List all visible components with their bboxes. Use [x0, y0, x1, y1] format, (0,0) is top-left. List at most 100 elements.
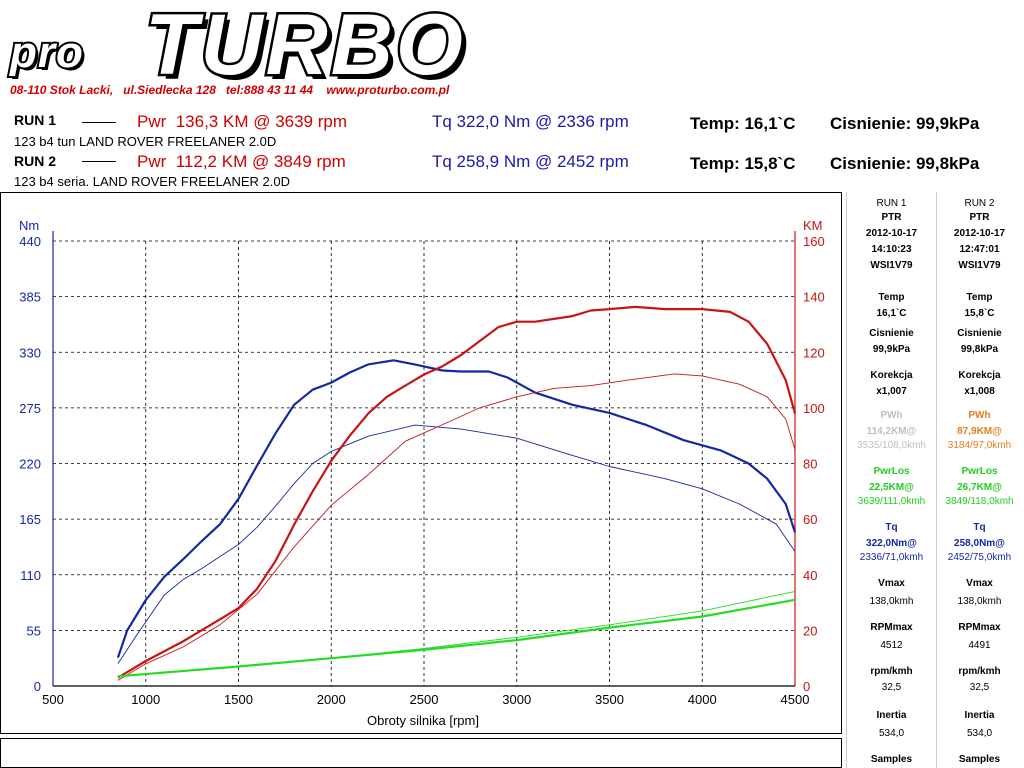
run1-inertia-value: 534,0: [878, 728, 905, 739]
dyno-chart-frame: 500 1000 1500 2000 2500 3000 3500 4000 4500 0 55 11…: [0, 192, 842, 734]
left-tick-label: 330: [19, 345, 41, 360]
run1-pwh-value: 114,2KM@: [866, 426, 917, 437]
left-tick-label: 440: [19, 234, 41, 249]
right-tick-label: 160: [803, 234, 825, 249]
company-address: 08-110 Stok Lacki, ul.Siedlecka 128 tel:…: [10, 83, 450, 97]
run-details-panel: RUN 1 PTR 2012-10-17 14:10:23 WSI1V79 Te…: [846, 192, 1024, 768]
right-tick-label: 140: [803, 290, 825, 305]
series-line-2: [117, 305, 797, 679]
run1-details: RUN 1 PTR 2012-10-17 14:10:23 WSI1V79 Te…: [846, 192, 937, 768]
series-line-5: [117, 590, 796, 677]
run1-torque-summary: Tq 322,0 Nm @ 2336 rpm: [432, 112, 629, 131]
series-line-3: [117, 373, 796, 681]
run2-code: WSI1V79: [958, 260, 1001, 271]
run2-details: RUN 2 PTR 2012-10-17 12:47:01 WSI1V79 Te…: [935, 192, 1024, 768]
left-axis-title: Nm: [19, 218, 39, 233]
run2-corr-value: x1,008: [964, 386, 995, 397]
run1-pressure: Cisnienie: 99,9kPa: [830, 114, 980, 133]
run1-corr-value: x1,007: [876, 386, 907, 397]
run1-corr-label: Korekcja: [870, 370, 913, 381]
run2-inertia-label: Inertia: [964, 710, 995, 721]
run2-pwh-sub: 3184/97,0kmh: [947, 440, 1012, 451]
run2-pwrlos-label: PwrLos: [961, 466, 998, 477]
run2-rpmmax-value: 4491: [968, 640, 991, 651]
run2-pwrlos-value: 26,7KM@: [957, 482, 1002, 493]
run2-press-value: 99,8kPa: [960, 344, 999, 355]
run2-legend-line: [82, 161, 116, 162]
series-line-4: [117, 598, 796, 678]
run2-pressure: Cisnienie: 99,8kPa: [830, 154, 980, 173]
run2-inertia-value: 534,0: [966, 728, 993, 739]
run1-date: 2012-10-17: [865, 228, 918, 239]
right-tick-label: 100: [803, 401, 825, 416]
run1-tq-label: Tq: [885, 522, 898, 533]
run2-mode: PTR: [969, 212, 990, 223]
logo-pro: pro: [8, 26, 85, 79]
run1-code: WSI1V79: [870, 260, 913, 271]
run1-pwh-label: PWh: [880, 410, 903, 421]
right-tick-label: 40: [803, 568, 817, 583]
run1-pwrlos-sub: 3639/111,0kmh: [857, 496, 926, 507]
run2-corr-label: Korekcja: [958, 370, 1001, 381]
x-tick-label: 4000: [688, 692, 717, 707]
run2-press-label: Cisnienie: [957, 328, 1002, 339]
left-tick-label: 385: [19, 290, 41, 305]
right-tick-label: 20: [803, 623, 817, 638]
run1-vmax-value: 138,0kmh: [869, 596, 914, 607]
run1-power-summary: Pwr 136,3 KM @ 3639 rpm: [137, 112, 348, 131]
run1-rpmkmh-label: rpm/kmh: [870, 666, 913, 677]
run2-rpmkmh-value: 32,5: [969, 682, 990, 693]
run1-press-label: Cisnienie: [869, 328, 914, 339]
right-tick-label: 60: [803, 512, 817, 527]
run2-description: 123 b4 seria. LAND ROVER FREELANER 2.0D: [14, 174, 290, 189]
x-tick-label: 1000: [131, 692, 160, 707]
left-tick-label: 0: [34, 679, 41, 694]
notes-box: [0, 738, 842, 768]
run1-title: RUN 1: [876, 198, 907, 209]
logo-turbo: TURBO: [143, 0, 466, 96]
run2-pwh-value: 87,9KM@: [957, 426, 1002, 437]
series-line-1: [117, 424, 796, 665]
run2-time: 12:47:01: [959, 244, 1000, 255]
run1-tq-value: 322,0Nm@: [866, 538, 917, 549]
left-tick-label: 165: [19, 512, 41, 527]
x-tick-label: 1500: [224, 692, 253, 707]
run1-mode: PTR: [881, 212, 902, 223]
run2-pwh-label: PWh: [968, 410, 991, 421]
run1-pwrlos-label: PwrLos: [873, 466, 910, 477]
left-tick-label: 55: [27, 623, 41, 638]
x-tick-label: 3000: [502, 692, 531, 707]
left-tick-label: 220: [19, 457, 41, 472]
x-axis-title: Obroty silnika [rpm]: [367, 713, 479, 728]
run2-temp-label: Temp: [966, 292, 993, 303]
run1-samples-label: Samples: [870, 754, 913, 765]
run1-tq-sub: 2336/71,0kmh: [859, 552, 924, 563]
run2-tq-label: Tq: [973, 522, 986, 533]
run1-pwrlos-value: 22,5KM@: [869, 482, 914, 493]
run1-legend-line: [82, 122, 116, 123]
run2-tq-value: 258,0Nm@: [954, 538, 1005, 549]
left-tick-label: 275: [19, 401, 41, 416]
run1-rpmmax-label: RPMmax: [870, 622, 913, 633]
run2-rpmmax-label: RPMmax: [958, 622, 1001, 633]
x-tick-label: 3500: [595, 692, 624, 707]
left-tick-label: 110: [20, 568, 41, 583]
run2-power-summary: Pwr 112,2 KM @ 3849 rpm: [137, 152, 346, 171]
run1-rpmmax-value: 4512: [880, 640, 903, 651]
x-tick-label: 2000: [317, 692, 346, 707]
right-tick-label: 120: [803, 345, 825, 360]
run2-title: RUN 2: [964, 198, 995, 209]
run2-torque-summary: Tq 258,9 Nm @ 2452 rpm: [432, 152, 629, 171]
run1-temp: Temp: 16,1`C: [690, 114, 796, 133]
right-tick-label: 80: [803, 457, 817, 472]
run2-vmax-value: 138,0kmh: [957, 596, 1002, 607]
run2-tq-sub: 2452/75,0kmh: [947, 552, 1012, 563]
x-tick-label: 2500: [410, 692, 439, 707]
dyno-chart: 500 1000 1500 2000 2500 3000 3500 4000 450005511…: [19, 218, 825, 728]
run2-temp: Temp: 15,8`C: [690, 154, 796, 173]
run1-rpmkmh-value: 32,5: [881, 682, 902, 693]
run2-label: RUN 2: [14, 153, 57, 169]
run2-date: 2012-10-17: [953, 228, 1006, 239]
run1-inertia-label: Inertia: [876, 710, 907, 721]
run2-temp-value: 15,8`C: [964, 308, 995, 319]
